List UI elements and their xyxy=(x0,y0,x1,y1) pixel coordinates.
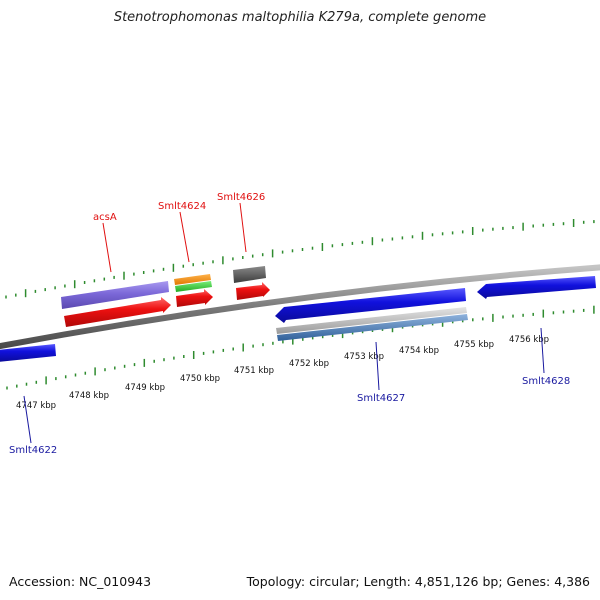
gene-label-Smlt4627[interactable]: Smlt4627 xyxy=(357,393,405,404)
genome-stats-text: Topology: circular; Length: 4,851,126 bp… xyxy=(246,574,590,589)
Smlt4627-misc-feature[interactable] xyxy=(277,314,468,341)
Smlt4622-cds-feature[interactable] xyxy=(0,344,56,362)
Smlt4626-cds-feature[interactable] xyxy=(236,282,270,300)
Smlt4627-cds-feature[interactable] xyxy=(275,288,466,323)
genome-backbone xyxy=(0,264,600,350)
accession-text: Accession: NC_010943 xyxy=(9,574,152,589)
gene-label-Smlt4622[interactable]: Smlt4622 xyxy=(9,445,57,456)
acsA-cds-feature[interactable] xyxy=(64,297,171,327)
tick-label-4747: 4747 kbp xyxy=(16,401,56,411)
Smlt4626-gene-feature[interactable] xyxy=(233,266,266,283)
Smlt4624-misc-feature[interactable] xyxy=(175,281,212,292)
scale-labels: 4747 kbp 4748 kbp 4749 kbp 4750 kbp 4751… xyxy=(16,335,549,411)
gene-label-Smlt4626[interactable]: Smlt4626 xyxy=(217,192,265,203)
tick-label-4754: 4754 kbp xyxy=(399,346,439,356)
gene-labels: acsA Smlt4624 Smlt4626 Smlt4622 Smlt4627… xyxy=(9,192,570,456)
Smlt4624-cds-feature[interactable] xyxy=(176,289,213,307)
Smlt4627-gene-feature[interactable] xyxy=(276,307,467,334)
forward-strand-features xyxy=(61,266,270,327)
Smlt4628-leader xyxy=(540,327,545,374)
reverse-strand-features xyxy=(0,276,596,362)
gene-label-acsA[interactable]: acsA xyxy=(93,212,117,223)
acsA-leader xyxy=(102,222,112,273)
gene-label-Smlt4628[interactable]: Smlt4628 xyxy=(522,376,570,387)
Smlt4624-gene-feature[interactable] xyxy=(174,274,211,285)
tick-label-4748: 4748 kbp xyxy=(69,391,109,401)
Smlt4624-leader xyxy=(179,211,190,263)
Smlt4627-leader xyxy=(375,341,380,391)
Smlt4628-cds-feature[interactable] xyxy=(477,276,596,299)
tick-label-4752: 4752 kbp xyxy=(289,359,329,369)
gene-label-Smlt4624[interactable]: Smlt4624 xyxy=(158,201,206,212)
tick-label-4751: 4751 kbp xyxy=(234,366,274,376)
Smlt4626-leader xyxy=(239,202,247,253)
outer-tick-ring xyxy=(5,219,595,299)
Smlt4622-leader xyxy=(23,395,32,444)
tick-label-4749: 4749 kbp xyxy=(125,383,165,393)
tick-label-4756: 4756 kbp xyxy=(509,335,549,345)
label-leader-lines xyxy=(23,202,545,444)
map-title: Stenotrophomonas maltophilia K279a, comp… xyxy=(113,10,487,25)
acsA-gene-feature[interactable] xyxy=(61,281,169,309)
tick-label-4750: 4750 kbp xyxy=(180,374,220,384)
tick-label-4755: 4755 kbp xyxy=(454,340,494,350)
tick-label-4753: 4753 kbp xyxy=(344,352,384,362)
